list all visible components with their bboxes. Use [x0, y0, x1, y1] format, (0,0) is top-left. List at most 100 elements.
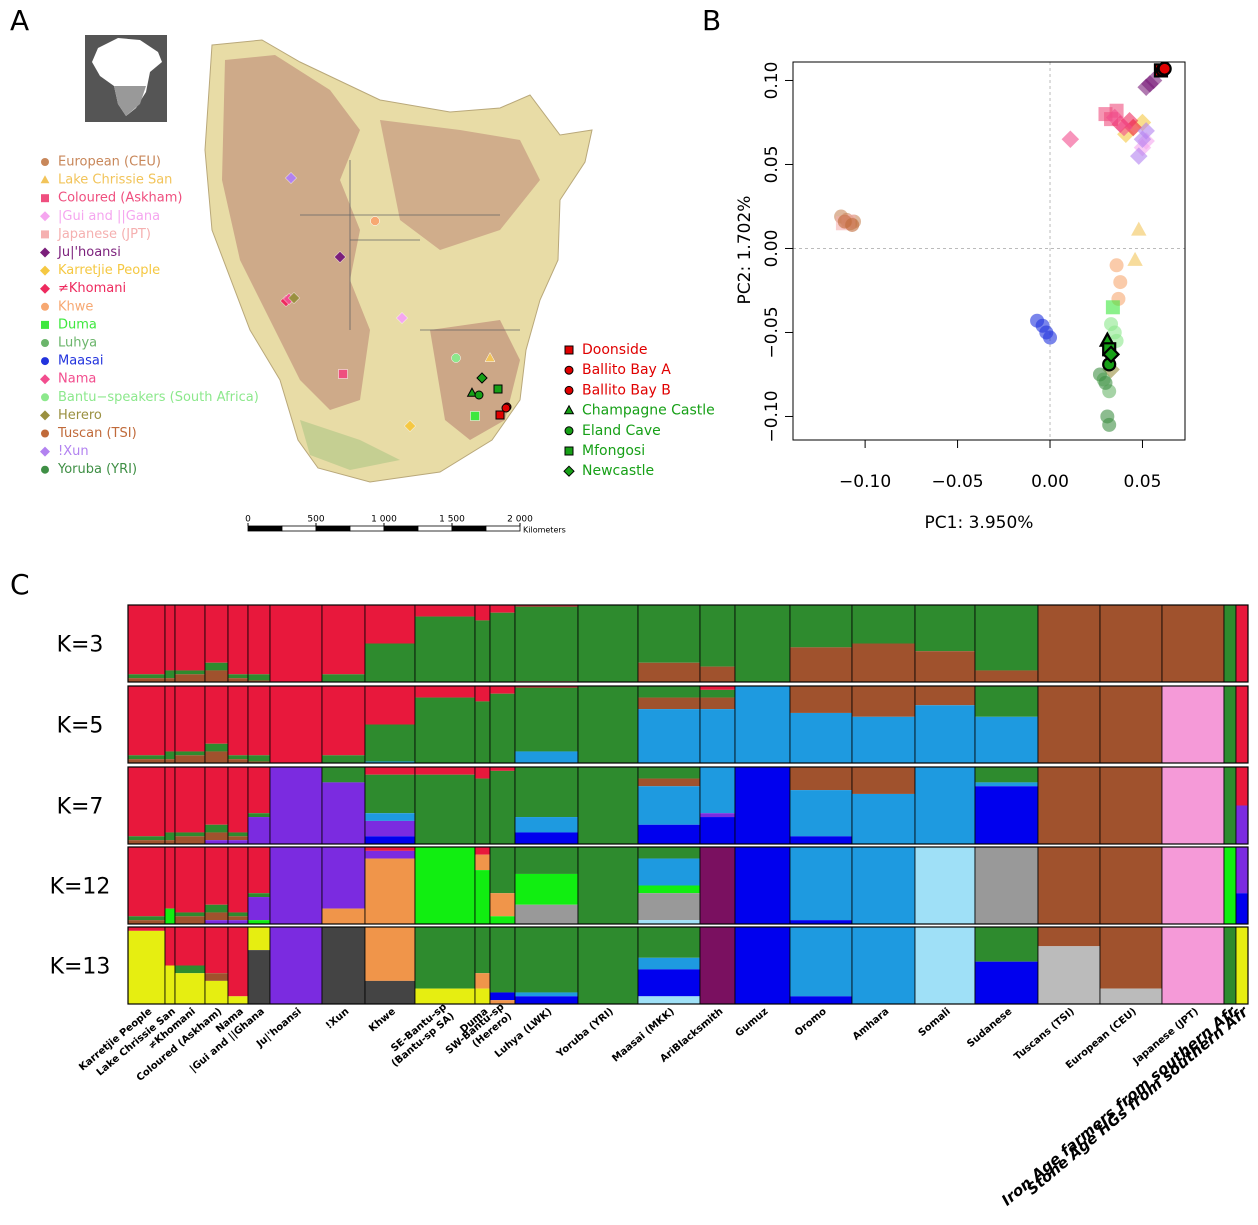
admixture-segment [205, 686, 228, 744]
admixture-segment [415, 767, 475, 775]
population-label: Gumuz [734, 1006, 771, 1039]
admixture-segment [365, 851, 415, 859]
admixture-segment [700, 667, 735, 682]
legend-entry: Ju|'hoansi [57, 245, 121, 260]
admixture-segment [248, 767, 270, 813]
y-tick-label: −0.10 [762, 390, 782, 442]
legend-entry: Tuscan (TSI) [57, 426, 137, 441]
admixture-segment [1100, 686, 1162, 763]
admixture-segment [248, 674, 270, 680]
admixture-segment [852, 686, 915, 717]
admixture-segment [128, 755, 165, 759]
admixture-segment [490, 694, 515, 763]
admixture-segment [1236, 893, 1248, 924]
admixture-segment [415, 605, 475, 617]
admixture-segment [175, 605, 205, 670]
admixture-segment [700, 817, 735, 844]
legend-marker [41, 339, 49, 347]
admixture-segment [490, 992, 515, 1000]
admixture-segment [735, 605, 790, 682]
inset-map [85, 35, 167, 122]
admixture-segment [128, 847, 165, 916]
admixture-segment [175, 767, 205, 832]
x-tick-label: −0.10 [839, 472, 891, 492]
legend-entry: Ballito Bay A [582, 362, 671, 378]
scale-segment [452, 526, 486, 531]
admixture-segment [205, 912, 228, 920]
admixture-segment [205, 981, 228, 1004]
admixture-segment [700, 927, 735, 1004]
row-label: K=7 [57, 795, 104, 820]
admixture-segment [790, 927, 852, 996]
admixture-segment [638, 779, 700, 787]
admixture-segment [915, 686, 975, 705]
admixture-segment [638, 825, 700, 844]
legend-entry: Eland Cave [582, 423, 661, 439]
legend-entry: Maasai [58, 354, 104, 369]
admixture-segment [638, 767, 700, 779]
admixture-segment [490, 771, 515, 844]
admixture-segment [228, 912, 248, 916]
admixture-segment [638, 958, 700, 970]
admixture-segment [490, 893, 515, 916]
admixture-segment [1236, 767, 1248, 806]
scale-segment [384, 526, 418, 531]
admixture-segment [852, 644, 915, 683]
legend-entry: |Gui and ||Gana [58, 209, 160, 224]
admixture-segment [975, 717, 1038, 763]
admixture-segment [322, 605, 365, 674]
admixture-segment [638, 698, 700, 710]
admixture-segment [228, 996, 248, 1004]
admixture-segment [852, 717, 915, 763]
population-label: Yoruba (YRI) [554, 1006, 616, 1060]
admixture-segment [638, 605, 700, 663]
admixture-segment [1236, 927, 1248, 1004]
scale-segment [486, 526, 520, 531]
admixture-segment [175, 966, 205, 974]
admixture-segment [1100, 927, 1162, 989]
admixture-segment [165, 927, 175, 966]
admixture-segment [205, 663, 228, 671]
admixture-segment [915, 705, 975, 763]
legend-entry: Lake Chrissie San [58, 173, 172, 188]
point [1106, 300, 1120, 314]
admixture-segment [975, 927, 1038, 962]
admixture-segment [735, 686, 790, 763]
admixture-segment [475, 855, 490, 870]
legend-marker [40, 410, 50, 420]
legend-entry: Nama [58, 372, 96, 387]
admixture-segment [165, 670, 175, 678]
admixture-segment [365, 725, 415, 762]
point [1127, 252, 1142, 266]
admixture-segment [415, 927, 475, 989]
admixture-segment [475, 973, 490, 988]
admixture-segment [205, 832, 228, 840]
admixture-segment [515, 905, 578, 924]
admixture-segment [228, 832, 248, 836]
legend-entry: ≠Khomani [58, 281, 126, 296]
panel-label: B [702, 4, 721, 37]
legend-marker [40, 447, 50, 457]
point [1131, 222, 1146, 236]
row-label: K=12 [50, 875, 111, 900]
admixture-segment [175, 973, 205, 1004]
map [205, 40, 592, 482]
x-tick-label: 0.05 [1124, 472, 1162, 492]
row-label: K=13 [50, 955, 111, 980]
admixture-segment [490, 927, 515, 992]
scale-segment [248, 526, 282, 531]
admixture-segment [365, 644, 415, 683]
admixture-segment [490, 847, 515, 893]
legend-entry: Coloured (Askham) [58, 191, 182, 206]
admixture-segment [228, 755, 248, 759]
legend-entry: Newcastle [582, 463, 654, 479]
population-label: Tuscans (TSI) [1012, 1006, 1076, 1063]
admixture-segment [638, 969, 700, 996]
admixture-segment [175, 755, 205, 763]
legend-marker [40, 211, 50, 221]
admixture-segment [365, 767, 415, 775]
map-marker [371, 217, 380, 226]
admixture-segment [248, 950, 270, 1004]
map-marker [496, 411, 504, 419]
admixture-segment [228, 847, 248, 912]
